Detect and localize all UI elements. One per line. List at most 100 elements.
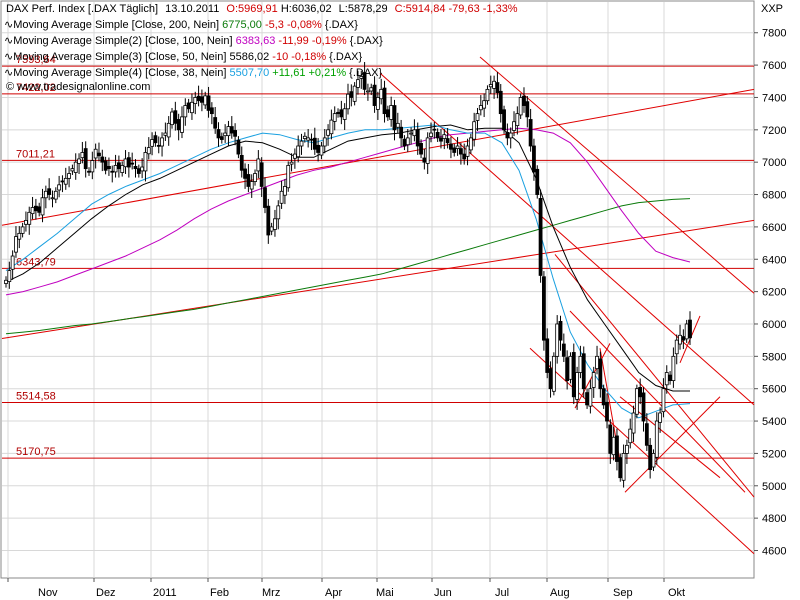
candle-body	[312, 137, 317, 150]
candle-body	[419, 143, 423, 155]
candle-body	[595, 355, 599, 370]
candle	[166, 116, 171, 146]
candle-body	[296, 145, 301, 158]
candle	[641, 387, 646, 432]
candle	[634, 384, 639, 419]
candle-body	[73, 161, 78, 173]
candle	[233, 123, 238, 146]
candle	[405, 129, 410, 152]
candle	[482, 93, 487, 118]
candle-body	[575, 372, 580, 400]
candle-body	[286, 165, 291, 189]
candle-body	[395, 122, 400, 128]
candle-body	[279, 190, 284, 204]
candle	[17, 226, 22, 249]
candle	[515, 106, 520, 135]
candle-body	[551, 355, 556, 392]
candle	[442, 129, 447, 150]
level-label: 7422,02	[16, 82, 56, 94]
candle	[495, 72, 500, 99]
candle-body	[366, 90, 370, 93]
candle-body	[518, 97, 523, 116]
y-tick-label: 6200	[762, 287, 786, 299]
candle-body	[621, 453, 626, 481]
candle-body	[615, 435, 619, 462]
candle	[508, 127, 513, 149]
candle	[342, 103, 347, 130]
candle-body	[259, 162, 264, 187]
candle	[332, 106, 337, 131]
candle-body	[24, 220, 28, 225]
candle-body	[249, 181, 254, 190]
candle-body	[200, 96, 204, 103]
candle-body	[681, 336, 686, 341]
candle-body	[143, 152, 148, 172]
candle	[392, 99, 397, 141]
candle	[279, 180, 284, 209]
candle-body	[352, 85, 357, 102]
x-tick-label: Dez	[96, 587, 116, 599]
candle	[561, 333, 566, 362]
candle-body	[598, 358, 603, 390]
candle	[452, 143, 457, 157]
candle	[525, 96, 530, 128]
candle-body	[658, 412, 663, 423]
candle-body	[246, 174, 251, 187]
candle-body	[399, 126, 404, 139]
candle	[419, 139, 423, 159]
candle	[40, 188, 45, 223]
candle	[352, 82, 357, 106]
candle-body	[452, 147, 457, 153]
open-value: O:5969,91	[226, 3, 277, 15]
candle-body	[688, 319, 692, 339]
candle-body	[638, 387, 643, 398]
candle	[239, 146, 244, 178]
candle-body	[57, 184, 62, 191]
candle-body	[495, 82, 500, 94]
candle	[302, 132, 307, 143]
chart-date: 13.10.2011	[165, 3, 219, 15]
candle-body	[571, 352, 576, 398]
candle-body	[110, 170, 115, 173]
legend-row: ∿Moving Average Simple [Close, 200, Nein…	[4, 19, 358, 31]
trend-line	[554, 254, 755, 498]
candle-body	[77, 158, 81, 164]
candle-body	[542, 276, 546, 341]
candle	[213, 107, 218, 134]
candle	[638, 378, 643, 405]
candle	[458, 142, 463, 165]
candle	[236, 136, 241, 159]
candle-body	[449, 143, 453, 150]
level-label: 5170,75	[16, 446, 56, 458]
candle-body	[156, 144, 161, 147]
legend-suffix: {.DAX}	[329, 51, 362, 63]
candle-body	[485, 88, 490, 102]
candle	[67, 166, 71, 188]
candle	[498, 84, 503, 123]
candle-body	[641, 392, 646, 422]
candle	[651, 449, 656, 472]
axis-layer: 4600 4800 5000 5200 5400 5600 5800 6000 6200 6400…	[7, 28, 786, 599]
candle	[395, 112, 400, 133]
candle-body	[382, 87, 387, 115]
candle	[568, 352, 573, 384]
level-label: 5514,58	[16, 391, 56, 403]
candle	[588, 379, 593, 414]
candle	[445, 128, 450, 149]
candle-body	[415, 129, 420, 147]
candle	[63, 167, 68, 190]
y-tick-label: 6600	[762, 222, 786, 234]
candle	[621, 444, 626, 488]
candle	[545, 328, 550, 379]
y-tick-label: 7600	[762, 60, 786, 72]
legend-rows: ∿Moving Average Simple [Close, 200, Nein…	[4, 19, 383, 79]
candle-body	[223, 132, 228, 137]
candle-body	[43, 190, 48, 199]
candle	[219, 132, 224, 144]
candle	[312, 127, 317, 155]
candle-body	[634, 388, 639, 415]
candle-body	[568, 355, 573, 380]
candle	[259, 157, 264, 197]
candle	[263, 177, 267, 214]
